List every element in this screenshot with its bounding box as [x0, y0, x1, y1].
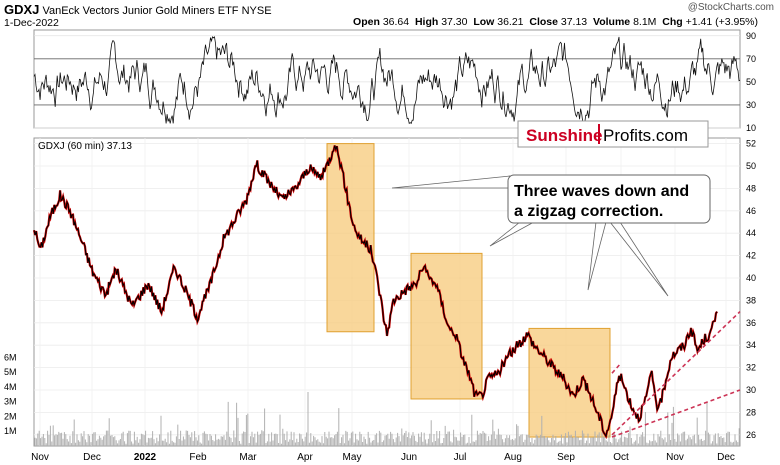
x-axis-label: Mar [239, 452, 257, 463]
symbol: GDXJ [4, 2, 40, 17]
volume-bars [34, 392, 740, 446]
x-axis-label: Nov [666, 452, 684, 463]
price-tick-label: 32 [746, 363, 756, 373]
x-axis-label: Sep [557, 452, 575, 463]
low-value: 36.21 [497, 16, 524, 28]
volume-tick-label: 5M [4, 367, 17, 377]
price-tick-label: 26 [746, 430, 756, 440]
logo-sunshine: Sunshine [526, 126, 603, 145]
price-tick-label: 46 [746, 206, 756, 216]
x-axis-label: Jun [401, 452, 417, 463]
price-tick-label: 52 [746, 139, 756, 149]
price-tick-label: 40 [746, 273, 756, 283]
price-tick-label: 48 [746, 183, 756, 193]
x-axis-label: Feb [189, 452, 207, 463]
exchange: NYSE [241, 5, 272, 17]
price-legend: GDXJ (60 min) 37.13 [38, 141, 132, 152]
x-axis-label: Apr [297, 452, 313, 463]
x-axis-label: Dec [717, 452, 735, 463]
change-value: +1.41 (+3.95%) [685, 16, 758, 28]
price-tick-label: 30 [746, 385, 756, 395]
x-axis-label: Aug [504, 452, 522, 463]
channel-lower-line [611, 389, 741, 438]
x-axis-label: Jul [454, 452, 467, 463]
channel-upper-line [611, 311, 741, 436]
oscillator-tick-label: 50 [746, 77, 756, 87]
price-tick-label: 50 [746, 161, 756, 171]
price-panel [33, 137, 741, 447]
price-tick-label: 38 [746, 295, 756, 305]
price-tick-label: 44 [746, 228, 756, 238]
volume-tick-label: 6M [4, 352, 17, 362]
logo-profits: Profits.com [603, 126, 688, 145]
x-axis-label: Nov [31, 452, 49, 463]
oscillator-tick-label: 10 [746, 123, 756, 133]
close-value: 37.13 [560, 16, 588, 28]
highlight-box-1 [326, 143, 375, 333]
security-name: VanEck Vectors Junior Gold Miners ETF [42, 5, 239, 17]
x-axis-label: May [343, 452, 362, 463]
oscillator-tick-label: 30 [746, 100, 756, 110]
annotation-line-1: Three waves down and [514, 183, 689, 200]
price-tick-label: 34 [746, 340, 756, 350]
volume-tick-label: 3M [4, 397, 17, 407]
price-tick-label: 42 [746, 251, 756, 261]
chart-header: GDXJ VanEck Vectors Junior Gold Miners E… [4, 2, 272, 17]
channel-start-line [611, 363, 621, 374]
annotation-line-2: a zigzag correction. [514, 203, 663, 220]
oscillator-tick-label: 90 [746, 31, 756, 41]
annotation-callout: Three waves down and a zigzag correction… [391, 174, 711, 297]
x-axis-label: Dec [83, 452, 101, 463]
oscillator-line [33, 36, 741, 125]
highlight-box-3 [528, 327, 611, 438]
chart-date: 1-Dec-2022 [4, 17, 59, 29]
high-value: 37.30 [441, 16, 468, 28]
price-series [33, 145, 718, 438]
volume-value: 8.1M [633, 16, 657, 28]
oscillator-tick-label: 70 [746, 54, 756, 64]
volume-tick-label: 4M [4, 382, 17, 392]
ohlc-readout: Open 36.64 High 37.30 Low 36.21 Close 37… [353, 16, 758, 28]
stockcharts-watermark: @StockCharts.com [687, 2, 774, 13]
x-axis-label: Oct [613, 452, 629, 463]
volume-tick-label: 1M [4, 426, 17, 436]
volume-tick-label: 2M [4, 411, 17, 421]
sunshine-logo-box [517, 120, 709, 148]
open-value: 36.64 [382, 16, 410, 28]
price-tick-label: 36 [746, 318, 756, 328]
x-axis-label: 2022 [134, 452, 157, 463]
price-tick-label: 28 [746, 407, 756, 417]
